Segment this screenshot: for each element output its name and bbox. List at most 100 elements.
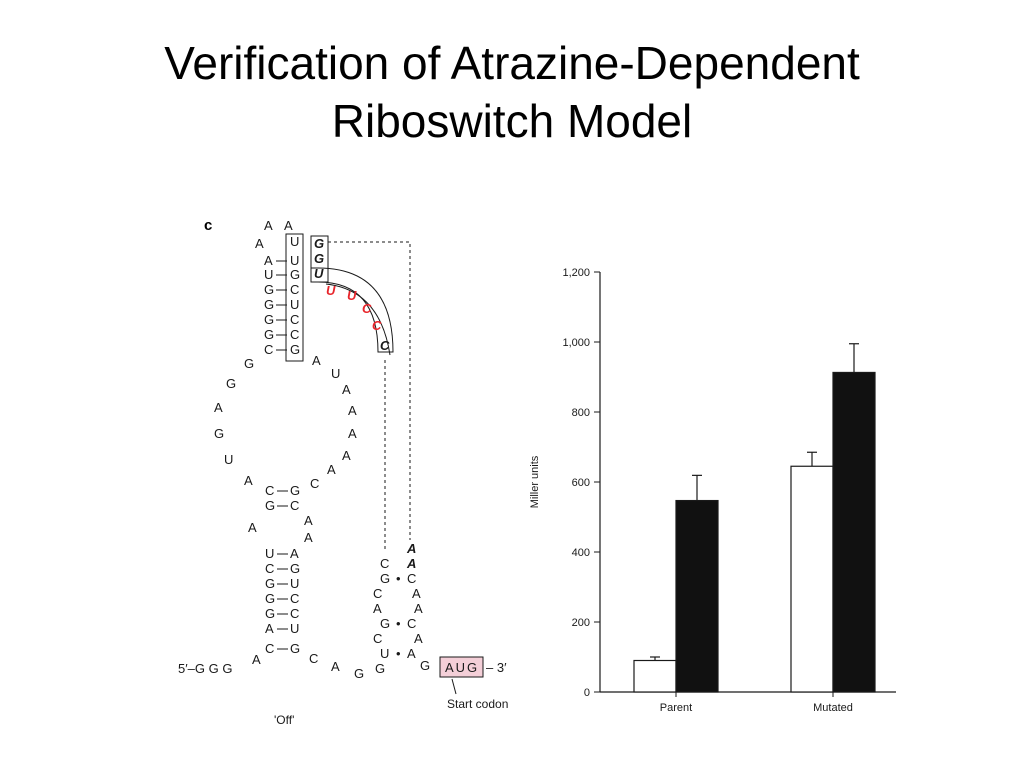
- svg-text:G: G: [375, 661, 385, 676]
- start-codon-label: Start codon: [447, 697, 508, 711]
- svg-text:C: C: [264, 342, 273, 357]
- svg-text:A: A: [265, 621, 274, 636]
- y-tick-label: 1,000: [562, 337, 590, 349]
- svg-text:G: G: [265, 576, 275, 591]
- svg-text:A: A: [348, 426, 357, 441]
- svg-text:C: C: [290, 327, 299, 342]
- svg-text:•: •: [396, 616, 401, 631]
- svg-text:C: C: [309, 651, 318, 666]
- svg-text:G: G: [264, 327, 274, 342]
- bar-mutated-series-2: [832, 371, 876, 693]
- svg-text:A: A: [406, 541, 416, 556]
- start-codon: AUG – 3′ Start codon: [439, 656, 508, 711]
- y-tick-label: 600: [572, 477, 590, 489]
- panel-label: c: [204, 217, 212, 234]
- svg-text:G: G: [290, 483, 300, 498]
- svg-text:G: G: [265, 606, 275, 621]
- svg-text:U: U: [290, 576, 299, 591]
- stem-box-left: [285, 233, 304, 362]
- svg-text:U: U: [290, 253, 299, 268]
- svg-text:C: C: [290, 312, 299, 327]
- x-tick-label: Parent: [660, 702, 692, 714]
- svg-text:U: U: [265, 546, 274, 561]
- svg-text:A: A: [312, 353, 321, 368]
- svg-text:C: C: [265, 483, 274, 498]
- bar-chart: 0 200 400 600 800 1,000 1,200 Parent Mutated Mi…: [529, 267, 896, 714]
- y-tick-label: 800: [572, 407, 590, 419]
- svg-text:G: G: [290, 267, 300, 282]
- svg-text:G: G: [354, 666, 364, 681]
- svg-text:C: C: [310, 476, 319, 491]
- three-prime-end: – 3′: [486, 660, 507, 675]
- bar-mutated-series-1: [790, 465, 834, 693]
- svg-text:C: C: [407, 571, 416, 586]
- svg-text:G: G: [265, 591, 275, 606]
- svg-text:A: A: [414, 601, 423, 616]
- svg-text:G: G: [244, 356, 254, 371]
- svg-text:A: A: [255, 236, 264, 251]
- dashed-connectors: [328, 241, 411, 550]
- svg-text:A: A: [304, 513, 313, 528]
- bar-parent-series-2: [675, 499, 719, 693]
- svg-text:A: A: [342, 448, 351, 463]
- svg-text:C: C: [290, 498, 299, 513]
- svg-text:U: U: [380, 646, 389, 661]
- svg-text:U: U: [290, 621, 299, 636]
- svg-text:C: C: [265, 561, 274, 576]
- y-tick-label: 1,200: [562, 267, 590, 279]
- svg-text:A: A: [331, 659, 340, 674]
- svg-text:C: C: [373, 631, 382, 646]
- svg-text:C: C: [407, 616, 416, 631]
- svg-text:U: U: [314, 266, 324, 281]
- svg-text:A: A: [290, 546, 299, 561]
- bottom-strand: 5′–G G G A C A G: [178, 651, 364, 681]
- svg-text:U: U: [224, 452, 233, 467]
- x-tick-label: Mutated: [813, 702, 853, 714]
- svg-text:C: C: [362, 301, 372, 316]
- svg-text:A: A: [244, 473, 253, 488]
- svg-text:A: A: [284, 218, 293, 233]
- bar-parent-series-1: [633, 659, 677, 693]
- svg-text:C: C: [290, 606, 299, 621]
- svg-text:A: A: [248, 520, 257, 535]
- y-axis-label: Miller units: [529, 455, 541, 508]
- five-prime-end: 5′–G G G: [178, 661, 232, 676]
- start-codon-sequence: AUG: [445, 660, 479, 675]
- svg-text:G: G: [264, 282, 274, 297]
- svg-text:A: A: [348, 403, 357, 418]
- svg-text:A: A: [406, 556, 416, 571]
- internal-loop: G G A G U A A U A A A A A C: [214, 353, 357, 491]
- svg-text:G: G: [265, 498, 275, 513]
- y-tick-label: 200: [572, 617, 590, 629]
- svg-text:C: C: [290, 282, 299, 297]
- svg-text:G: G: [380, 571, 390, 586]
- svg-text:•: •: [396, 646, 401, 661]
- svg-text:•: •: [396, 571, 401, 586]
- svg-text:A: A: [252, 652, 261, 667]
- highlighted-strand: U U C C C: [310, 267, 394, 356]
- svg-text:G: G: [420, 658, 430, 673]
- svg-text:U: U: [290, 234, 299, 249]
- svg-text:A: A: [327, 462, 336, 477]
- svg-text:C: C: [372, 318, 382, 333]
- state-label: 'Off': [274, 713, 294, 727]
- svg-text:C: C: [373, 586, 382, 601]
- x-ticks: Parent Mutated: [660, 692, 853, 714]
- svg-text:A: A: [407, 646, 416, 661]
- y-ticks: 0 200 400 600 800 1,000 1,200: [562, 267, 600, 699]
- svg-text:G: G: [314, 251, 324, 266]
- svg-text:A: A: [373, 601, 382, 616]
- slide-title-line-1: Verification of Atrazine-Dependent: [164, 37, 860, 89]
- svg-text:C: C: [380, 338, 390, 353]
- svg-text:C: C: [380, 556, 389, 571]
- svg-text:G: G: [290, 561, 300, 576]
- top-loop: A A A: [255, 218, 293, 251]
- slide-title-line-2: Riboswitch Model: [331, 95, 693, 147]
- svg-text:G: G: [264, 312, 274, 327]
- svg-text:U: U: [347, 288, 357, 303]
